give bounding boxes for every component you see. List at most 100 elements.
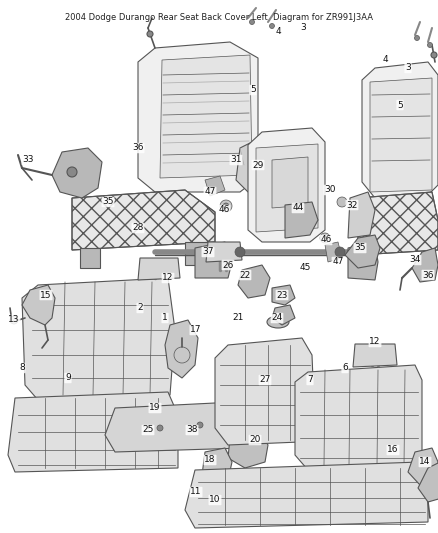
Text: 3: 3 [405,63,411,72]
Text: 26: 26 [223,261,234,270]
Circle shape [431,52,437,58]
Circle shape [223,203,229,209]
Text: 8: 8 [19,364,25,373]
Polygon shape [370,78,432,192]
Polygon shape [160,55,252,178]
Circle shape [427,43,432,47]
Circle shape [250,20,254,25]
Text: 4: 4 [382,55,388,64]
Text: 24: 24 [272,313,283,322]
Text: 33: 33 [22,156,34,165]
Text: 17: 17 [190,326,202,335]
Text: 22: 22 [240,271,251,279]
Circle shape [335,247,345,257]
Text: 32: 32 [346,200,358,209]
Polygon shape [8,392,178,472]
Polygon shape [248,128,325,242]
Text: 36: 36 [132,143,144,152]
Polygon shape [72,190,215,250]
Text: 7: 7 [307,376,313,384]
Polygon shape [272,157,308,208]
Text: 35: 35 [102,198,114,206]
Text: 46: 46 [218,206,230,214]
Polygon shape [325,242,342,262]
Polygon shape [238,265,270,298]
Text: 6: 6 [342,364,348,373]
Polygon shape [256,144,318,232]
Text: 30: 30 [324,185,336,195]
Text: 18: 18 [204,456,216,464]
Circle shape [220,200,232,212]
Text: 20: 20 [249,435,261,445]
Text: 2: 2 [137,303,143,312]
Text: 16: 16 [387,446,399,455]
Circle shape [269,23,275,28]
Text: 3: 3 [300,23,306,33]
Text: 13: 13 [8,316,20,325]
Circle shape [320,233,330,243]
Polygon shape [418,462,438,502]
Text: 46: 46 [320,236,332,245]
Polygon shape [358,192,438,255]
Text: 9: 9 [65,374,71,383]
Polygon shape [295,365,422,470]
Text: 4: 4 [275,28,281,36]
Text: 10: 10 [209,496,221,505]
Polygon shape [80,248,100,268]
Text: 34: 34 [410,255,420,264]
Text: 12: 12 [162,273,174,282]
Text: 28: 28 [132,223,144,232]
Polygon shape [52,148,102,198]
Text: 37: 37 [202,247,214,256]
Circle shape [67,167,77,177]
Polygon shape [138,258,180,280]
Circle shape [235,247,245,257]
Polygon shape [408,448,438,485]
Polygon shape [348,192,375,238]
Circle shape [147,31,153,37]
Text: 11: 11 [190,488,202,497]
Polygon shape [353,344,397,367]
Text: 38: 38 [186,425,198,434]
Text: 31: 31 [230,156,242,165]
Circle shape [337,197,347,207]
Polygon shape [185,462,428,528]
Text: 25: 25 [142,425,154,434]
Circle shape [157,425,163,431]
Polygon shape [272,285,295,305]
Text: 5: 5 [250,85,256,94]
Text: 45: 45 [299,263,311,272]
Circle shape [414,36,420,41]
Polygon shape [345,235,380,268]
Polygon shape [412,248,438,282]
Text: 12: 12 [369,337,381,346]
Polygon shape [206,242,242,262]
Polygon shape [22,278,175,400]
Text: 1: 1 [162,313,168,322]
Text: 5: 5 [397,101,403,109]
Ellipse shape [267,316,289,328]
Polygon shape [22,285,55,325]
Polygon shape [105,402,248,452]
Text: 44: 44 [293,204,304,213]
Polygon shape [202,448,232,488]
Polygon shape [165,320,198,378]
Polygon shape [272,305,295,325]
Polygon shape [236,142,265,192]
Polygon shape [362,62,438,198]
Text: 27: 27 [259,376,271,384]
Polygon shape [215,338,315,445]
Text: 47: 47 [332,257,344,266]
Text: 35: 35 [354,244,366,253]
Polygon shape [195,242,232,278]
Polygon shape [228,432,268,468]
Text: 23: 23 [276,290,288,300]
Polygon shape [285,202,318,238]
Polygon shape [138,42,258,192]
Text: 36: 36 [422,271,434,279]
Text: 21: 21 [232,313,244,322]
Polygon shape [348,242,378,280]
Circle shape [10,316,18,324]
Text: 47: 47 [204,188,215,197]
Polygon shape [185,242,210,265]
